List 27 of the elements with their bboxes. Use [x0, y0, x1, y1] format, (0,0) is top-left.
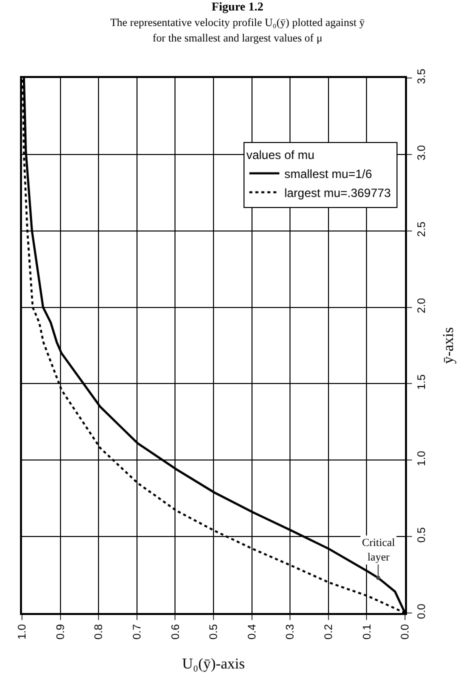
x-tick-label: 1.0 — [16, 624, 29, 640]
chart-subtitle: The representative velocity profile U₀(ȳ) plotted against ȳ for the smallest and largest values of μ — [110, 16, 366, 45]
x-axis-title: U₀(ȳ)-axis — [182, 656, 246, 672]
y-tick-label: 2.0 — [416, 298, 428, 314]
y-tick-label: 3.0 — [416, 145, 428, 160]
x-tick-label: 0.9 — [54, 624, 67, 640]
x-tick-label: 0.1 — [361, 624, 374, 640]
annotation: Critical layer — [362, 537, 395, 564]
y-axis-title: ȳ-axis — [441, 327, 457, 364]
x-tick-label: 0.2 — [322, 624, 335, 640]
x-tick-label: 0.7 — [131, 624, 144, 640]
x-tick-label: 0.3 — [284, 624, 297, 640]
y-tick-label: 0.0 — [416, 604, 428, 619]
chart-title: Figure 1.2 — [212, 0, 264, 14]
x-tick-label: 0.5 — [208, 624, 220, 640]
y-tick-label: 3.5 — [416, 68, 428, 84]
x-tick-label: 0.6 — [170, 624, 182, 640]
x-tick-label: 0.4 — [246, 624, 258, 640]
legend-label: smallest mu=1/6 — [284, 166, 372, 181]
y-tick-label: 0.5 — [416, 527, 428, 543]
legend-label: largest mu=.369773 — [284, 186, 392, 200]
x-tick-label: 0.0 — [400, 624, 412, 640]
y-tick-label: 2.5 — [416, 222, 428, 237]
x-tick-label: 0.8 — [93, 624, 106, 640]
legend-title: values of mu — [246, 148, 314, 162]
y-tick-label: 1.0 — [416, 450, 428, 466]
y-tick-label: 1.5 — [416, 374, 428, 390]
